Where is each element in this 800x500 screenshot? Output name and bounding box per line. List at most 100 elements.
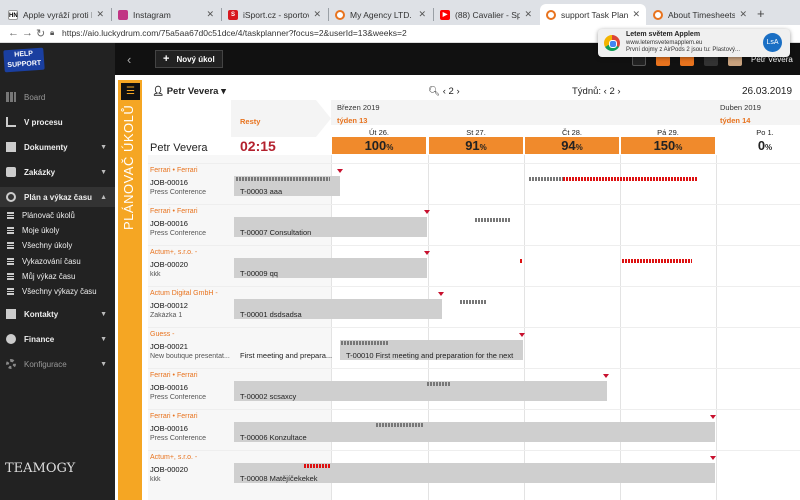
menu-icon[interactable]: ☰ [121,83,140,100]
close-icon[interactable]: ✕ [96,9,104,19]
task-bar[interactable] [234,422,715,442]
sidebar-item-plan-vykaz[interactable]: Plán a výkaz času ▲ [0,187,115,207]
task-row: Ferrari • Ferrari JOB-00016 Press Conferen… [148,368,800,409]
sidebar-item-zakazky[interactable]: Zakázky ▼ [0,162,115,182]
task-bar[interactable] [340,340,523,360]
browser-tab[interactable]: Instagram ✕ [112,4,220,25]
client-label[interactable]: Ferrari • Ferrari [150,372,198,379]
task-label[interactable]: T-00003 aaa [240,187,283,196]
browser-tab[interactable]: About Timesheets | Te✕ [647,4,753,25]
sidebar-item-kontakty[interactable]: Kontakty ▼ [0,304,115,324]
task-bar[interactable] [234,381,607,401]
task-bar[interactable] [234,176,340,196]
weeks-control[interactable]: Týdnů: ‹ 2 › [572,86,621,97]
sidebar-item-finance[interactable]: Finance ▼ [0,329,115,349]
forward-icon[interactable]: → [22,27,33,39]
job-description[interactable]: kkk [150,271,161,278]
new-tab-button[interactable]: + [757,6,765,21]
task-label[interactable]: T-00009 qq [240,269,278,278]
job-description[interactable]: New boutique presentat... [150,353,230,360]
client-label[interactable]: Ferrari • Ferrari [150,413,198,420]
job-description[interactable]: Press Conference [150,230,207,237]
collapse-sidebar-icon[interactable]: ‹ [127,52,132,67]
close-icon[interactable]: ✕ [313,9,321,19]
browser-tab-active[interactable]: support Task Planner✕ [540,4,646,25]
sidebar-item-dokumenty[interactable]: Dokumenty ▼ [0,137,115,157]
list-icon [7,258,14,265]
day-name: Po 1. [756,128,774,137]
zoom-control[interactable]: 🔍︎ ‹ 2 › [428,86,460,97]
browser-tab[interactable]: My Agency LTD. Task✕ [329,4,432,25]
job-number[interactable]: JOB-00012 [150,301,188,310]
task-label[interactable]: T-00006 Konzultace [240,433,307,442]
close-icon[interactable]: ✕ [632,9,640,19]
timesheet-marks [481,300,487,304]
task-label[interactable]: T-00008 Matějíčekekek [240,474,318,483]
task-label[interactable]: T-00007 Consultation [240,228,312,237]
client-label[interactable]: Ferrari • Ferrari [150,208,198,215]
close-icon[interactable]: ✕ [206,9,214,19]
browser-tab[interactable]: ▶(88) Cavalier - Správn✕ [434,4,538,25]
client-label[interactable]: Actum Digital GmbH - [150,290,218,297]
chrome-notification[interactable]: Letem světem Applem www.letemsvetemapple… [598,29,790,57]
isport-icon: S [228,9,238,20]
task-label[interactable]: T-00002 scsaxcy [240,392,297,401]
grid-icon [6,92,16,102]
job-number[interactable]: JOB-00016 [150,383,188,392]
deadline-marker [337,169,343,173]
client-label[interactable]: Ferrari • Ferrari [150,167,198,174]
resty-label: Resty [240,117,261,126]
task-label[interactable]: T-00001 dsdsadsa [240,310,302,319]
job-description[interactable]: Press Conference [150,435,207,442]
teamogy-logo: TEAMOGY [5,461,76,476]
job-description[interactable]: Press Conference [150,394,207,401]
teamogy-icon [546,9,556,20]
job-description[interactable]: Press Conference [150,189,207,196]
close-icon[interactable]: ✕ [418,9,426,19]
sidebar-subitem-muj-vykaz[interactable]: Můj výkaz času [0,269,115,284]
job-number[interactable]: JOB-00021 [150,342,188,351]
plus-icon: + [163,53,170,65]
job-number[interactable]: JOB-00020 [150,260,188,269]
instagram-icon [118,9,128,20]
job-description[interactable]: Zakázka 1 [150,312,183,319]
back-icon[interactable]: ← [8,27,19,39]
sidebar-subitem-vsechny-vykazy[interactable]: Všechny výkazy času [0,284,115,299]
job-number[interactable]: JOB-00016 [150,219,188,228]
client-label[interactable]: Actum+, s.r.o. - [150,454,198,461]
user-select[interactable]: 👤︎ Petr Vevera ▾ [152,86,226,97]
task-bar[interactable] [234,463,715,483]
deadline-marker [603,374,609,378]
reload-icon[interactable]: ↻ [36,28,46,40]
new-task-button[interactable]: + Nový úkol [155,50,223,68]
client-label[interactable]: Guess - [150,331,175,338]
sidebar-subitem-vsechny-ukoly[interactable]: Všechny úkoly [0,238,115,253]
deadline-marker [438,292,444,296]
job-number[interactable]: JOB-00016 [150,424,188,433]
client-label[interactable]: Actum+, s.r.o. - [150,249,198,256]
task-bar[interactable] [234,258,427,278]
sidebar-subitem-moje-ukoly[interactable]: Moje úkoly [0,223,115,238]
task-bar[interactable] [234,217,427,237]
teamogy-icon [653,9,663,20]
task-row: Ferrari • Ferrari JOB-00016 Press Conferen… [148,163,800,204]
job-number[interactable]: JOB-00016 [150,178,188,187]
sidebar-subitem-vykazovani[interactable]: Vykazování času [0,254,115,269]
user-name[interactable]: Petr Vevera [751,55,793,64]
close-icon[interactable]: ✕ [524,9,532,19]
sidebar-subitem-planovac[interactable]: Plánovač úkolů [0,208,115,223]
list-icon [7,227,14,234]
close-icon[interactable]: ✕ [739,9,747,19]
sidebar-item-v-procesu[interactable]: V procesu [0,112,115,132]
sidebar-item-konfigurace[interactable]: Konfigurace ▼ [0,354,115,374]
help-support-logo[interactable]: HELP SUPPORT [3,47,45,73]
task-bar[interactable] [234,299,442,319]
chevron-down-icon: ▼ [100,168,107,176]
job-description[interactable]: kkk [150,476,161,483]
job-number[interactable]: JOB-00020 [150,465,188,474]
task-label[interactable]: T-00010 First meeting and preparation fo… [346,351,514,360]
url-field[interactable]: https://aio.luckydrum.com/75a5aa67d0c51d… [62,28,407,38]
sidebar-item-board[interactable]: Board [0,87,115,107]
